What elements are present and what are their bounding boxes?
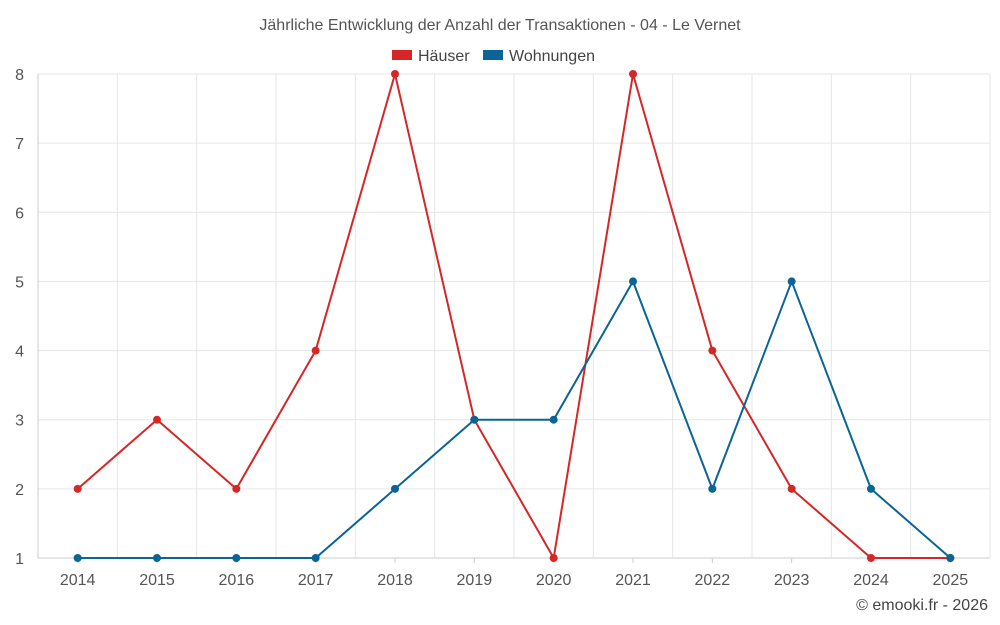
data-point-wohnungen-2020[interactable] [549,415,558,424]
y-tick-label: 8 [15,67,24,84]
y-tick-label: 7 [15,136,24,153]
series-line-hauser [77,73,951,559]
series-line-wohnungen [77,280,951,559]
data-point-hauser-2016[interactable] [232,484,241,493]
x-tick-label-2017: 2017 [298,572,334,589]
x-tick-label-2024: 2024 [853,572,889,589]
data-point-hauser-2015[interactable] [153,415,161,424]
grid [37,73,991,559]
legend-swatch-hauser [392,50,412,60]
data-point-wohnungen-2016[interactable] [232,554,241,562]
y-tick-label: 1 [15,551,24,568]
y-tick-label: 5 [15,274,24,291]
series-layer [73,70,955,562]
data-point-wohnungen-2025[interactable] [946,554,955,562]
x-tick-label-2023: 2023 [774,572,810,589]
data-point-wohnungen-2023[interactable] [787,277,796,286]
series-wohnungen [73,277,955,562]
y-tick-label: 2 [15,482,24,499]
data-point-wohnungen-2019[interactable] [470,415,479,424]
x-tick-label-2014: 2014 [60,572,96,589]
data-point-hauser-2023[interactable] [787,484,796,493]
y-tick-label: 4 [15,344,24,361]
credit-text: © emooki.fr - 2026 [856,597,988,614]
x-tick-label-2020: 2020 [536,572,572,589]
legend: Häuser Wohnungen [392,48,595,65]
y-tick-label: 6 [15,205,24,222]
data-point-wohnungen-2015[interactable] [153,554,161,562]
y-axis: 1 2 3 4 5 6 7 8 [15,67,24,568]
data-point-hauser-2024[interactable] [867,554,875,562]
data-point-hauser-2018[interactable] [391,70,399,78]
data-point-wohnungen-2017[interactable] [311,554,320,562]
data-point-wohnungen-2014[interactable] [73,554,82,562]
data-point-hauser-2022[interactable] [708,346,717,355]
data-point-hauser-2014[interactable] [73,484,82,493]
data-point-hauser-2017[interactable] [311,346,320,355]
x-tick-label-2015: 2015 [139,572,175,589]
data-point-hauser-2021[interactable] [629,70,637,78]
data-point-wohnungen-2024[interactable] [867,484,875,493]
legend-swatch-wohnungen [483,50,503,60]
data-point-wohnungen-2018[interactable] [391,484,399,493]
data-point-wohnungen-2021[interactable] [629,277,637,286]
data-point-wohnungen-2022[interactable] [708,484,717,493]
series-hauser [73,70,955,562]
x-tick-label-2018: 2018 [377,572,413,589]
y-tick-label: 3 [15,413,24,430]
x-tick-label-2025: 2025 [933,572,969,589]
x-tick-label-2021: 2021 [615,572,651,589]
legend-label-wohnungen[interactable]: Wohnungen [509,48,595,65]
x-tick-label-2019: 2019 [457,572,493,589]
chart-title: Jährliche Entwicklung der Anzahl der Tra… [259,17,741,34]
x-tick-label-2016: 2016 [219,572,255,589]
x-tick-label-2022: 2022 [695,572,731,589]
x-axis: 2014 2015 2016 2017 2018 2019 2020 2021 2022 2023… [60,558,968,589]
legend-label-hauser[interactable]: Häuser [418,48,470,65]
data-point-hauser-2020[interactable] [549,554,558,562]
